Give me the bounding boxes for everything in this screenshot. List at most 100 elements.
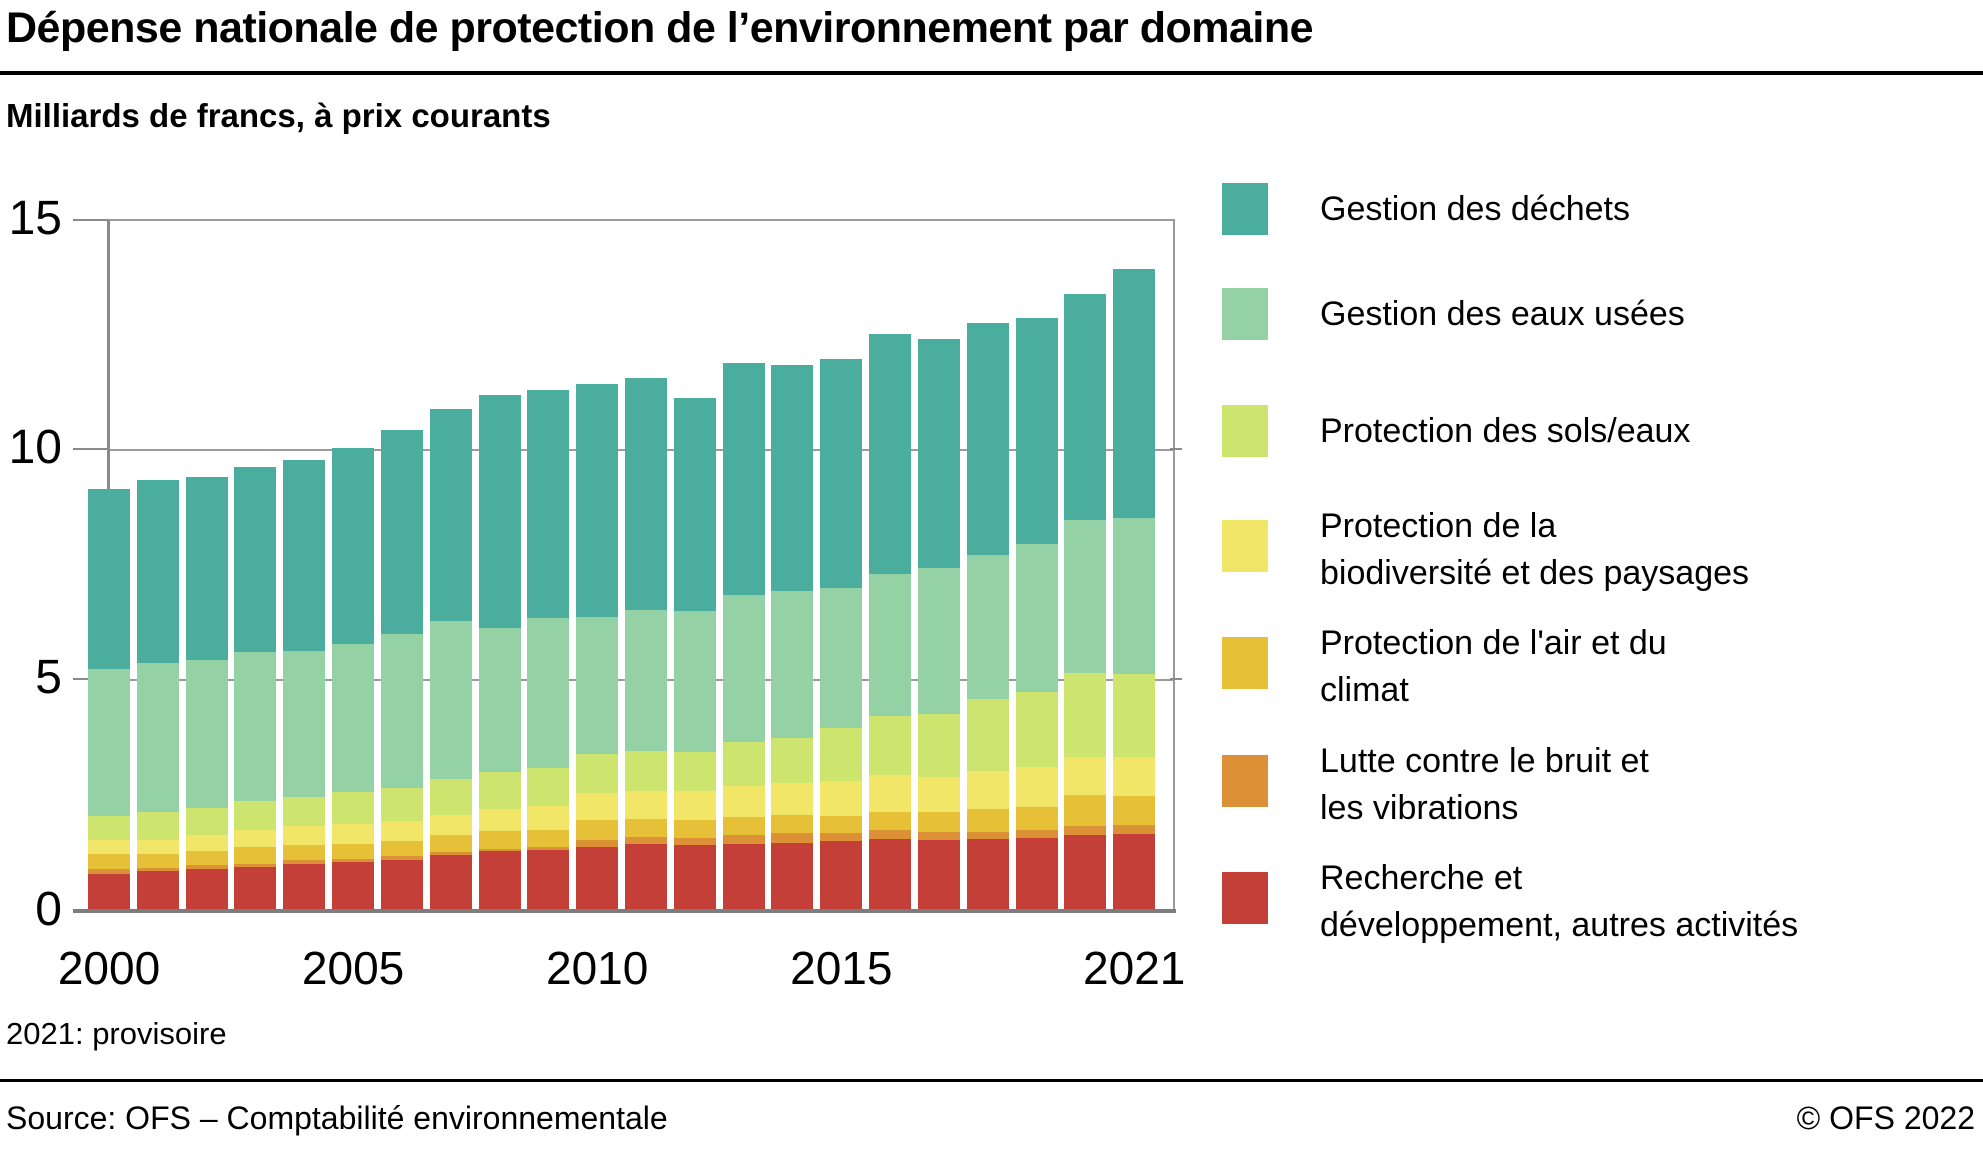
bar-2016-segment-0[interactable]: [869, 838, 912, 910]
bar-2007-segment-1[interactable]: [429, 851, 472, 855]
bar-2021-segment-2[interactable]: [1113, 795, 1156, 825]
bar-2012-segment-3[interactable]: [673, 791, 716, 820]
bar-2018-segment-1[interactable]: [966, 831, 1009, 840]
bar-2021-segment-5[interactable]: [1113, 517, 1156, 674]
bar-2012-segment-2[interactable]: [673, 819, 716, 839]
bar-2011-segment-0[interactable]: [625, 844, 668, 910]
bar-2015-segment-2[interactable]: [820, 815, 863, 833]
bar-2003-segment-2[interactable]: [234, 846, 277, 864]
bar-2006-segment-4[interactable]: [380, 787, 423, 822]
bar-2013-segment-4[interactable]: [722, 741, 765, 786]
bar-2010-segment-0[interactable]: [576, 846, 619, 910]
bar-2015[interactable]: [820, 359, 863, 910]
bar-2014-segment-2[interactable]: [771, 814, 814, 834]
bar-2018-segment-4[interactable]: [966, 698, 1009, 771]
bar-2015-segment-1[interactable]: [820, 833, 863, 841]
bar-2011-segment-2[interactable]: [625, 818, 668, 838]
bar-2014-segment-1[interactable]: [771, 833, 814, 843]
bar-2020[interactable]: [1064, 294, 1107, 910]
bar-2019-segment-0[interactable]: [1015, 838, 1058, 910]
bar-2000-segment-5[interactable]: [88, 668, 130, 817]
bar-2019-segment-3[interactable]: [1015, 766, 1058, 807]
bar-2002-segment-6[interactable]: [185, 476, 228, 660]
bar-2014-segment-5[interactable]: [771, 590, 814, 738]
bar-2008[interactable]: [478, 395, 521, 910]
bar-2003-segment-6[interactable]: [234, 467, 277, 652]
bar-2009-segment-1[interactable]: [527, 846, 570, 851]
bar-2003-segment-3[interactable]: [234, 829, 277, 847]
bar-2004-segment-2[interactable]: [283, 845, 326, 860]
bar-2019-segment-4[interactable]: [1015, 692, 1058, 767]
bar-2008-segment-3[interactable]: [478, 808, 521, 831]
bar-2006-segment-0[interactable]: [380, 859, 423, 910]
bar-2001[interactable]: [136, 480, 179, 910]
bar-2018[interactable]: [966, 323, 1009, 910]
bar-2000-segment-6[interactable]: [88, 489, 130, 669]
bar-2015-segment-0[interactable]: [820, 840, 863, 910]
bar-2020-segment-1[interactable]: [1064, 825, 1107, 835]
bar-2018-segment-5[interactable]: [966, 555, 1009, 699]
bar-2014-segment-6[interactable]: [771, 365, 814, 591]
bar-2010[interactable]: [576, 384, 619, 910]
bar-2017-segment-4[interactable]: [917, 714, 960, 777]
bar-2001-segment-4[interactable]: [136, 811, 179, 840]
bar-2006-segment-3[interactable]: [380, 821, 423, 841]
bar-2002-segment-1[interactable]: [185, 864, 228, 869]
bar-2007-segment-5[interactable]: [429, 620, 472, 779]
bar-2011-segment-4[interactable]: [625, 751, 668, 792]
bar-2019-segment-6[interactable]: [1015, 318, 1058, 544]
bar-2002-segment-4[interactable]: [185, 807, 228, 835]
bar-2009-segment-4[interactable]: [527, 767, 570, 806]
bar-2006-segment-5[interactable]: [380, 633, 423, 788]
bar-2000-segment-4[interactable]: [88, 816, 130, 841]
bar-2010-segment-2[interactable]: [576, 819, 619, 840]
bar-2000-segment-1[interactable]: [88, 869, 130, 874]
bar-2021-segment-1[interactable]: [1113, 824, 1156, 834]
bar-2008-segment-6[interactable]: [478, 395, 521, 628]
bar-2009-segment-2[interactable]: [527, 829, 570, 847]
bar-2008-segment-2[interactable]: [478, 830, 521, 849]
bar-2007[interactable]: [429, 409, 472, 910]
bar-2010-segment-5[interactable]: [576, 616, 619, 754]
bar-2008-segment-5[interactable]: [478, 627, 521, 772]
bar-2005[interactable]: [332, 448, 375, 910]
bar-2020-segment-3[interactable]: [1064, 756, 1107, 795]
bar-2019[interactable]: [1015, 318, 1058, 910]
bar-2018-segment-6[interactable]: [966, 323, 1009, 556]
bar-2014-segment-3[interactable]: [771, 782, 814, 815]
bar-2012-segment-0[interactable]: [673, 845, 716, 910]
bar-2006-segment-6[interactable]: [380, 430, 423, 634]
bar-2019-segment-5[interactable]: [1015, 543, 1058, 693]
bar-2003-segment-5[interactable]: [234, 651, 277, 801]
bar-2010-segment-3[interactable]: [576, 792, 619, 820]
bar-2009-segment-0[interactable]: [527, 850, 570, 910]
bar-2006[interactable]: [380, 430, 423, 910]
bar-2009-segment-3[interactable]: [527, 805, 570, 830]
bar-2014[interactable]: [771, 365, 814, 910]
bar-2014-segment-4[interactable]: [771, 737, 814, 783]
bar-2013-segment-1[interactable]: [722, 834, 765, 845]
bar-2006-segment-1[interactable]: [380, 856, 423, 860]
bar-2007-segment-0[interactable]: [429, 854, 472, 910]
bar-2012-segment-5[interactable]: [673, 611, 716, 752]
bar-2004-segment-0[interactable]: [283, 863, 326, 910]
bar-2016-segment-3[interactable]: [869, 774, 912, 812]
bar-2013-segment-2[interactable]: [722, 816, 765, 835]
bar-2011-segment-3[interactable]: [625, 791, 668, 819]
bar-2002-segment-0[interactable]: [185, 868, 228, 910]
bar-2003[interactable]: [234, 467, 277, 910]
bar-2004-segment-3[interactable]: [283, 825, 326, 846]
bar-2001-segment-1[interactable]: [136, 868, 179, 871]
bar-2019-segment-2[interactable]: [1015, 806, 1058, 830]
bar-2005-segment-4[interactable]: [332, 791, 375, 824]
bar-2004[interactable]: [283, 460, 326, 910]
bar-2018-segment-3[interactable]: [966, 770, 1009, 809]
bar-2005-segment-5[interactable]: [332, 643, 375, 792]
bar-2020-segment-4[interactable]: [1064, 673, 1107, 757]
bar-2016-segment-2[interactable]: [869, 811, 912, 830]
bar-2015-segment-6[interactable]: [820, 359, 863, 589]
bar-2011[interactable]: [625, 378, 668, 910]
bar-2020-segment-2[interactable]: [1064, 794, 1107, 826]
bar-2016[interactable]: [869, 334, 912, 910]
bar-2005-segment-3[interactable]: [332, 823, 375, 845]
